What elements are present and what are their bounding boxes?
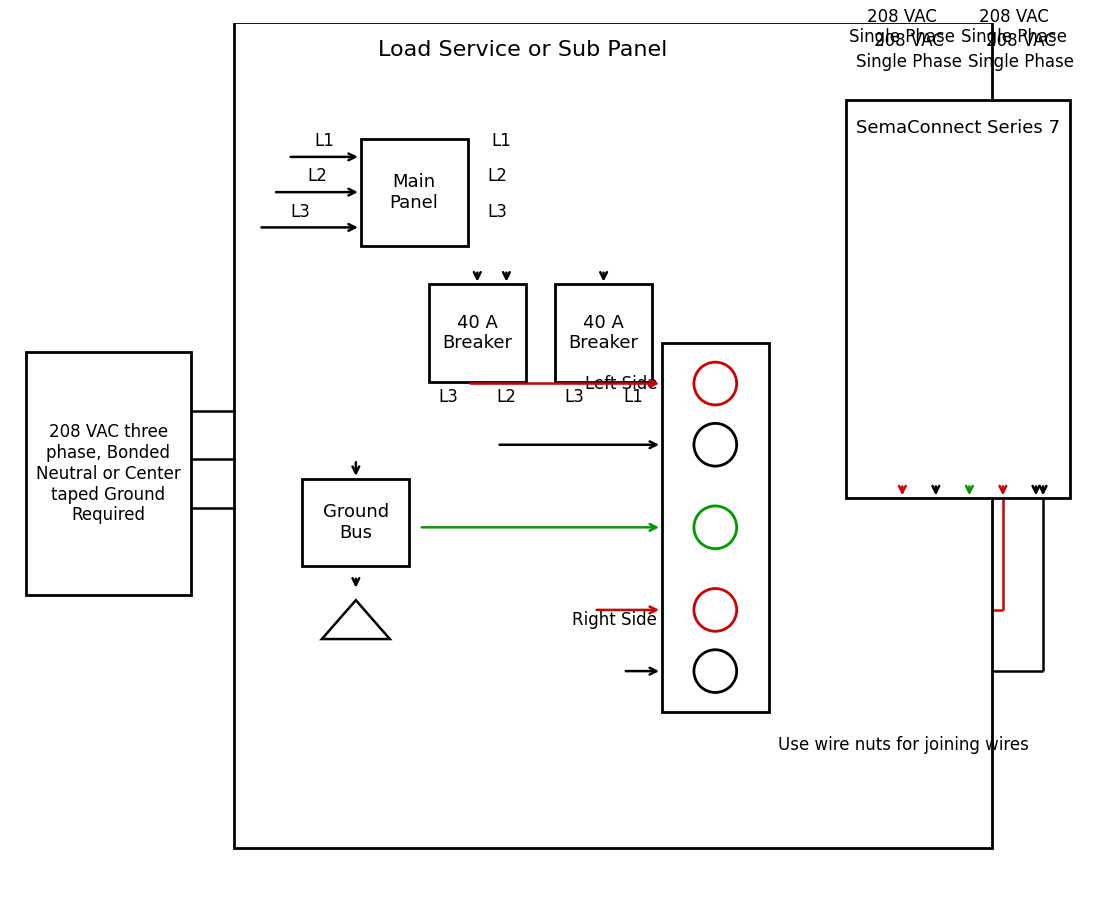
Text: Ground
Bus: Ground Bus	[322, 503, 389, 542]
Text: L2: L2	[307, 167, 327, 185]
Circle shape	[694, 362, 737, 405]
Text: L1: L1	[315, 132, 334, 150]
Text: L3: L3	[564, 388, 584, 406]
Text: Load Service or Sub Panel: Load Service or Sub Panel	[377, 40, 667, 60]
Text: 208 VAC
Single Phase: 208 VAC Single Phase	[968, 32, 1074, 71]
Text: Use wire nuts for joining wires: Use wire nuts for joining wires	[779, 736, 1030, 754]
Text: Right Side: Right Side	[572, 611, 657, 629]
Text: L3: L3	[290, 203, 310, 221]
Polygon shape	[322, 600, 389, 639]
Text: 208 VAC
Single Phase: 208 VAC Single Phase	[961, 7, 1067, 46]
Text: SemaConnect Series 7: SemaConnect Series 7	[856, 119, 1060, 137]
Circle shape	[694, 588, 737, 631]
Circle shape	[694, 650, 737, 693]
Text: Main
Panel: Main Panel	[389, 173, 439, 212]
Bar	[361, 139, 468, 245]
Bar	[662, 343, 769, 712]
Circle shape	[694, 424, 737, 466]
Text: Left Side: Left Side	[584, 375, 657, 393]
Text: 40 A
Breaker: 40 A Breaker	[442, 314, 513, 353]
Text: L3: L3	[487, 203, 507, 221]
Text: L1: L1	[492, 132, 512, 150]
Text: 40 A
Breaker: 40 A Breaker	[569, 314, 639, 353]
Text: L2: L2	[487, 167, 507, 185]
Bar	[556, 285, 652, 382]
Bar	[25, 353, 190, 595]
Text: 208 VAC three
phase, Bonded
Neutral or Center
taped Ground
Required: 208 VAC three phase, Bonded Neutral or C…	[35, 424, 180, 524]
Text: L3: L3	[438, 388, 458, 406]
Text: L1: L1	[623, 388, 642, 406]
Text: 208 VAC
Single Phase: 208 VAC Single Phase	[856, 32, 962, 71]
Bar	[302, 479, 409, 566]
Circle shape	[694, 506, 737, 549]
Bar	[234, 22, 992, 848]
Bar	[429, 285, 526, 382]
Bar	[847, 100, 1070, 498]
Text: L2: L2	[497, 388, 517, 406]
Text: 208 VAC
Single Phase: 208 VAC Single Phase	[849, 7, 955, 46]
